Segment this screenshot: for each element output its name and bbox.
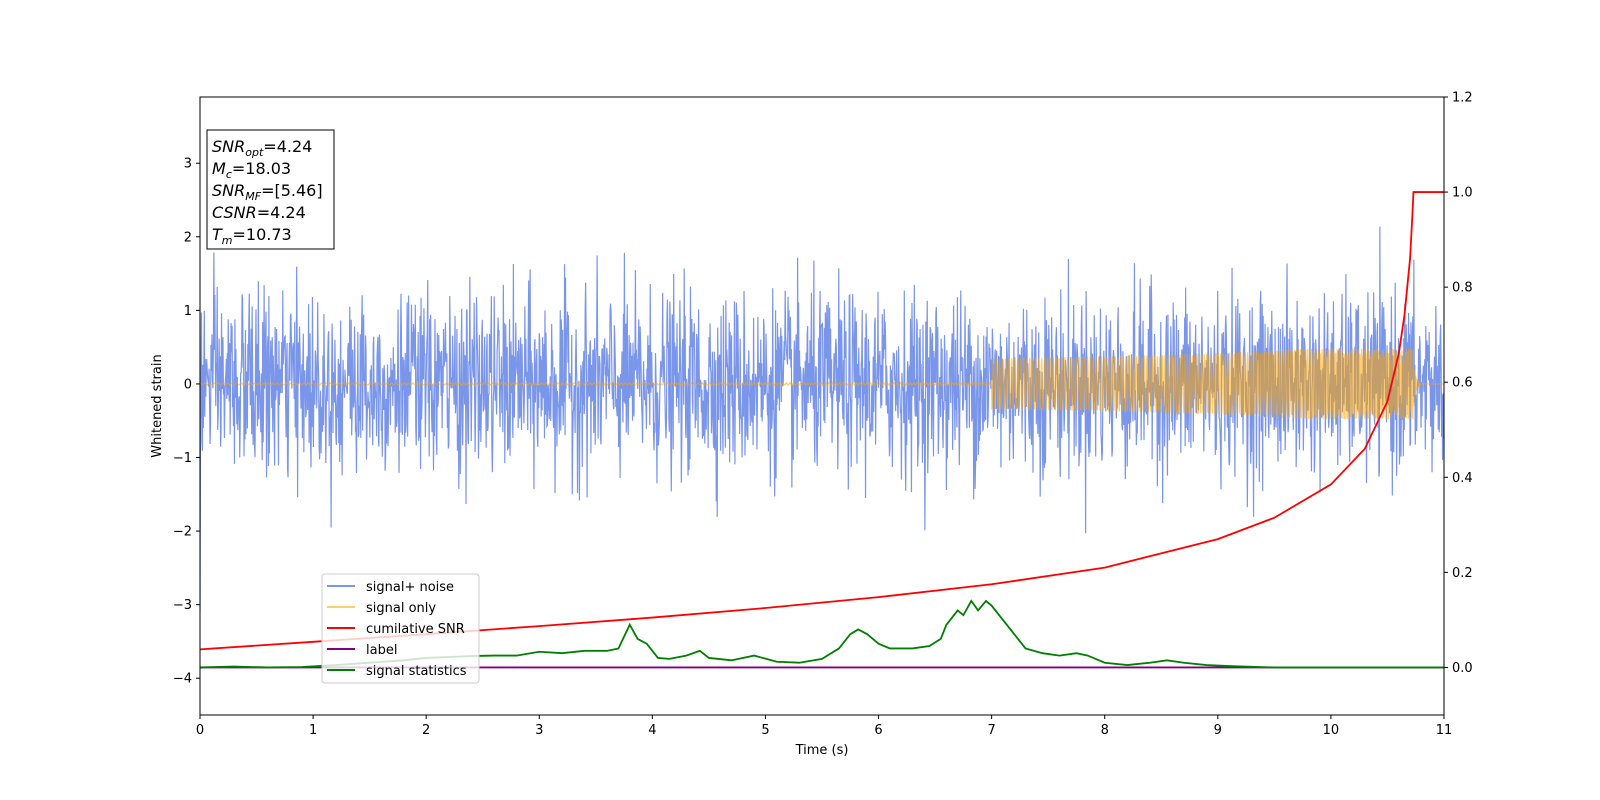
info-box-line: SNRMF=[5.46]: [212, 181, 323, 203]
info-box-frame: [206, 129, 335, 250]
legend-label: signal+ noise: [366, 580, 454, 595]
info-box: SNRopt=4.24Mc=18.03SNRMF=[5.46]CSNR=4.24…: [206, 129, 335, 250]
y-right-tick-label: 1.2: [1452, 91, 1473, 106]
x-axis-label: Time (s): [795, 743, 849, 758]
y-right-tick-label: 1.0: [1452, 186, 1473, 201]
y-left-tick-label: 0: [184, 377, 192, 392]
series-signal-noise-line: [200, 226, 1444, 613]
x-tick-label: 10: [1323, 723, 1340, 738]
y-left-tick-label: 3: [184, 157, 192, 172]
info-box-line: Tm=10.73: [212, 225, 292, 247]
x-tick-label: 3: [535, 723, 543, 738]
plot-frame: [199, 96, 1445, 716]
series-signal-only-line: [200, 348, 1444, 420]
x-tick-label: 0: [196, 723, 204, 738]
y-left-tick-label: −1: [173, 451, 192, 466]
x-tick-label: 1: [309, 723, 317, 738]
y-left-tick-label: 1: [184, 304, 192, 319]
x-tick-label: 4: [648, 723, 656, 738]
y-left-tick-label: −2: [173, 525, 192, 540]
legend: signal+ noise signal only cumilative SNR la…: [321, 573, 480, 684]
series-signal-statistics-line: [200, 599, 1444, 669]
x-tick-label: 6: [874, 723, 882, 738]
x-tick-label: 7: [987, 723, 995, 738]
y-right-tick-label: 0.2: [1452, 566, 1473, 581]
x-tick-label: 11: [1436, 723, 1453, 738]
info-box-line: SNRopt=4.24: [212, 137, 312, 159]
legend-label: cumilative SNR: [366, 622, 465, 637]
info-box-line: CSNR=4.24: [212, 203, 306, 222]
x-tick-label: 5: [761, 723, 769, 738]
y-right-tick-label: 0.6: [1452, 376, 1473, 391]
y-left-tick-label: −3: [173, 598, 192, 613]
legend-label: signal only: [366, 601, 436, 616]
series-cumulative-snr-line: [200, 191, 1444, 651]
y-left-tick-label: 2: [184, 230, 192, 245]
legend-label: label: [366, 643, 397, 658]
y-right-tick-label: 0.4: [1452, 471, 1473, 486]
info-box-line: Mc=18.03: [212, 159, 291, 181]
x-tick-label: 2: [422, 723, 430, 738]
legend-frame: [321, 573, 480, 684]
y-right-tick-label: 0.0: [1452, 661, 1473, 676]
x-tick-label: 8: [1101, 723, 1109, 738]
axes: 0 1 2 3 4 5 6 7 8 9 10 11 −4 −3 −2 −1 0 1 2 3 0.0 0.2 0.4 0.6 0.…: [173, 91, 1473, 739]
x-tick-label: 9: [1214, 723, 1222, 738]
legend-label: signal statistics: [366, 664, 467, 679]
y-axis-label: Whitened strain: [150, 354, 165, 457]
y-right-tick-label: 0.8: [1452, 281, 1473, 296]
y-left-tick-label: −4: [173, 672, 192, 687]
